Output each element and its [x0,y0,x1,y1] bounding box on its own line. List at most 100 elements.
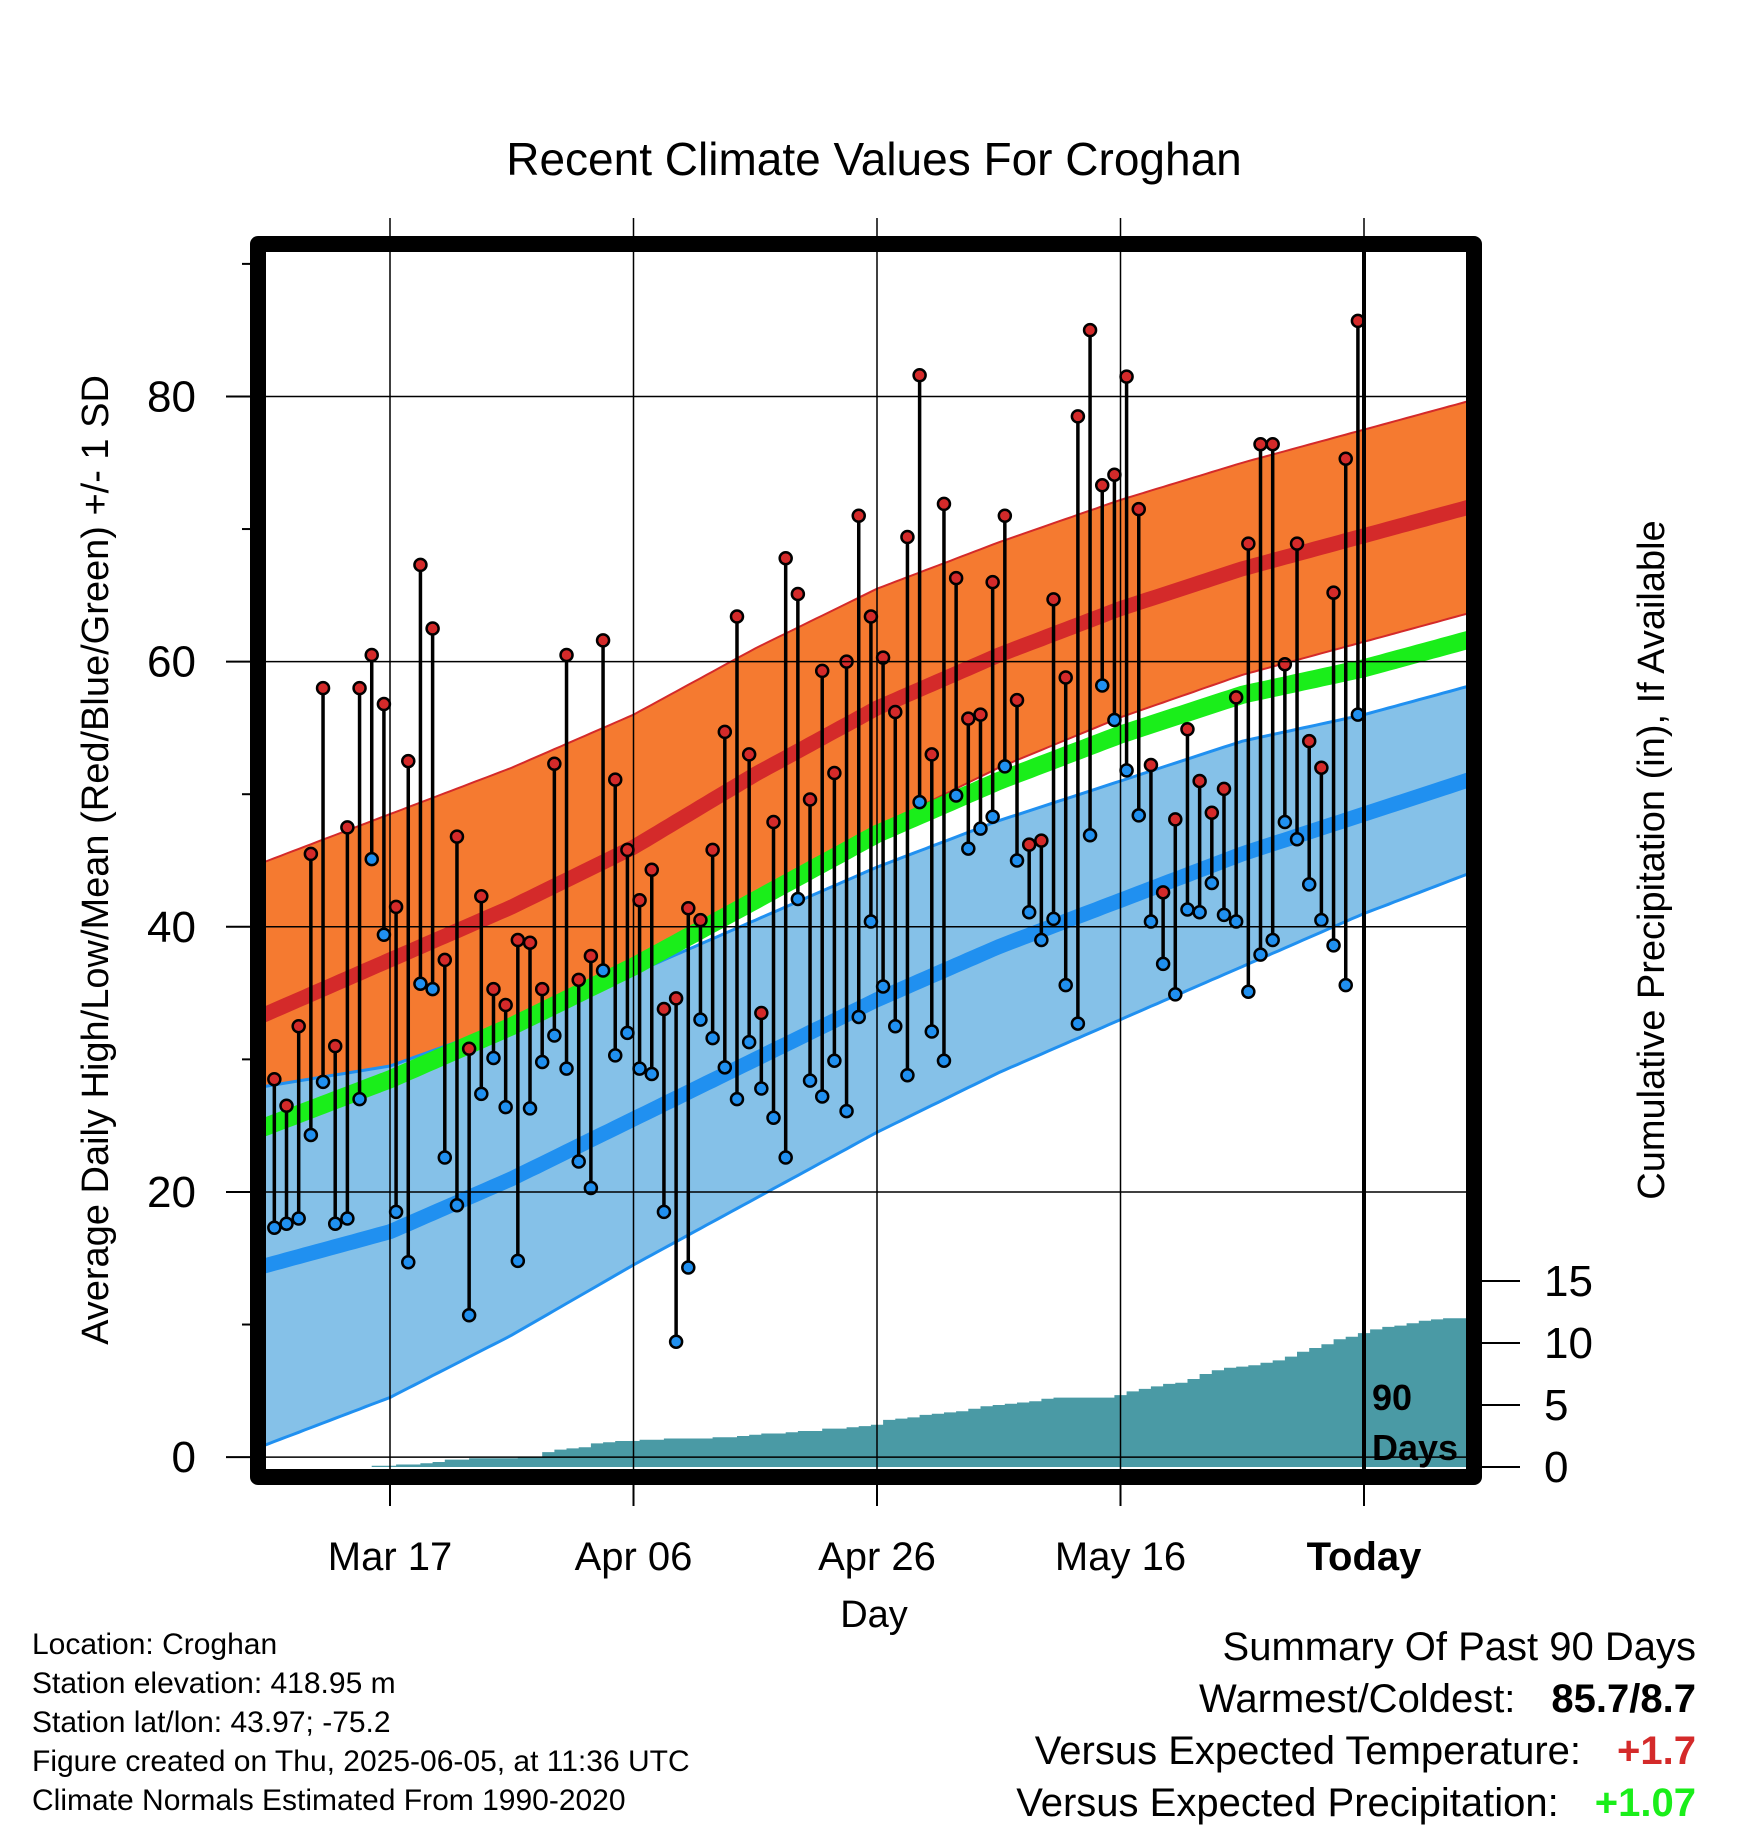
low-point [486,1050,501,1066]
high-point [912,368,927,383]
low-point [766,1110,781,1125]
temp-row: Versus Expected Temperature: +1.7 [796,1729,1696,1781]
high-point [376,696,392,712]
low-point [315,1074,331,1090]
low-point [498,1099,513,1115]
low-point [693,1012,708,1027]
elevation-text: Station elevation: 418.95 m [32,1667,396,1700]
high-point [437,952,453,968]
high-point [534,981,550,997]
high-point [1192,773,1207,789]
x-tick-label: Today [1307,1535,1423,1579]
low-point [1277,814,1293,830]
low-point [729,1091,745,1107]
high-point [267,1072,282,1087]
x-tick-label: Apr 26 [818,1535,936,1579]
high-point [1034,833,1049,848]
high-point [924,747,940,762]
high-point [936,496,952,512]
high-point [461,1041,477,1057]
low-point [1058,977,1073,993]
low-point [437,1150,453,1165]
low-point [376,927,392,942]
low-point [510,1253,526,1269]
summary-title: Summary Of Past 90 Days [1222,1625,1696,1669]
low-point [1082,828,1098,843]
low-point [827,1053,842,1068]
high-point [1253,436,1268,452]
high-point [1070,409,1086,424]
y-tick-label: 20 [147,1168,196,1217]
low-point [1326,938,1341,953]
low-point [717,1060,733,1075]
low-point [327,1216,343,1232]
low-point [948,788,964,803]
high-point [498,997,513,1013]
low-point [814,1089,830,1104]
low-point [1228,914,1244,929]
low-point [340,1211,355,1226]
y2-tick-label: 5 [1544,1381,1568,1430]
high-point [1326,585,1341,600]
low-point [1143,914,1159,929]
high-point [340,820,355,835]
high-point [547,756,562,771]
low-point [668,1334,684,1350]
high-point [1338,451,1353,467]
high-point [717,724,733,740]
high-point [766,814,781,830]
low-point [1216,907,1232,923]
low-point [644,1066,660,1082]
high-point [778,550,793,566]
low-point [1241,984,1256,1000]
low-point [595,963,611,978]
high-point [729,609,745,624]
low-point [802,1073,818,1088]
y2-tick-label: 0 [1544,1443,1568,1492]
low-point [425,981,440,997]
high-point [1046,592,1061,607]
high-point [291,1018,306,1034]
today-days-word: Days [1372,1427,1458,1468]
low-point [461,1308,477,1323]
low-point [413,976,428,992]
temp-label: Versus Expected Temperature: [1034,1729,1582,1773]
low-point [839,1103,854,1119]
low-point [1119,763,1134,778]
high-point [1180,721,1195,737]
summary-panel: Summary Of Past 90 Days Warmest/Coldest:… [796,1625,1696,1833]
location-text: Location: Croghan [32,1628,278,1661]
high-point [681,900,696,916]
low-point [924,1024,940,1039]
low-point [522,1101,538,1116]
low-point [559,1061,574,1076]
low-point [961,841,976,856]
high-point [1301,733,1317,749]
low-point [1338,977,1353,993]
station-info: Location: Croghan Station elevation: 418… [32,1625,690,1820]
high-point [1277,657,1293,672]
low-point [985,809,1000,824]
latlon-text: Station lat/lon: 43.97; -75.2 [32,1706,391,1739]
temp-value: +1.7 [1617,1729,1696,1773]
low-point [1131,808,1147,823]
high-point [1107,467,1122,482]
low-point [1204,875,1220,891]
low-point [267,1220,282,1235]
high-point [1009,692,1025,708]
high-point [1314,760,1329,775]
plot-area [259,313,1474,1467]
high-point [997,508,1013,524]
low-point [888,1018,903,1034]
low-point [1046,911,1061,927]
low-point [1168,987,1183,1002]
low-point [279,1216,294,1232]
high-point [413,557,428,573]
high-point [948,570,964,586]
high-point [741,747,757,762]
high-point [449,829,465,844]
low-point [620,1025,635,1041]
y2-tick-label: 15 [1544,1257,1593,1306]
low-point [571,1154,586,1169]
low-point [1034,932,1049,948]
